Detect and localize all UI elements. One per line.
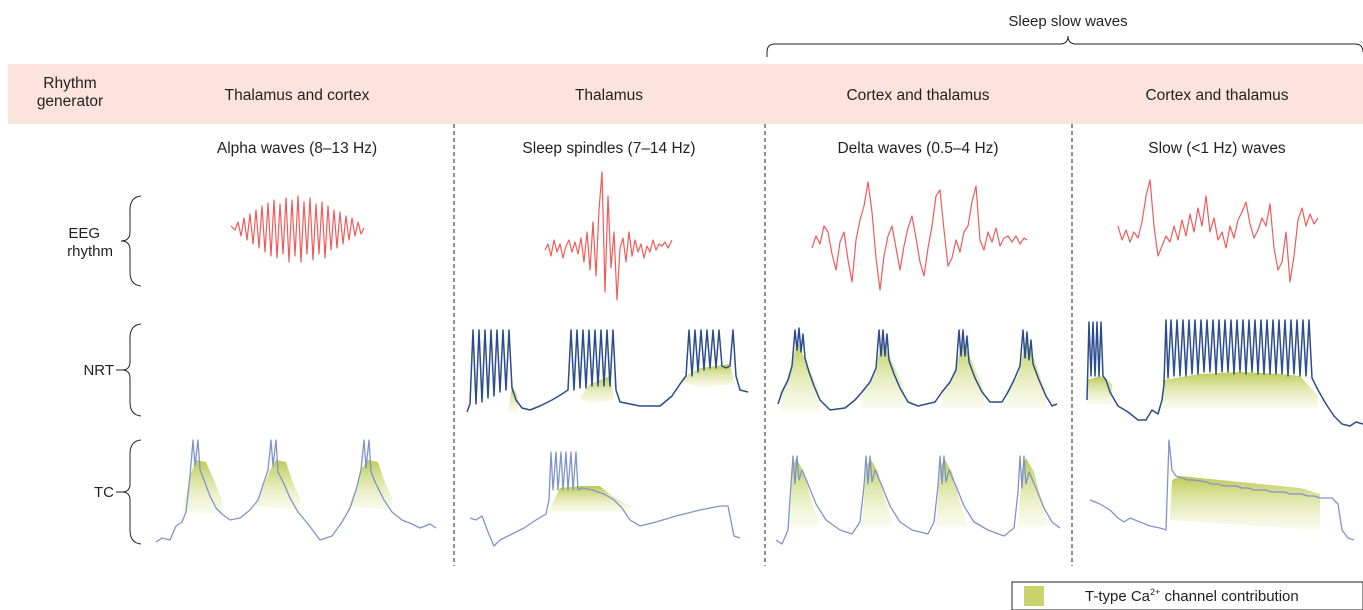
generator-column-3: Cortex and thalamus [846, 87, 989, 104]
row-label-eeg-line2: rhythm [67, 243, 113, 260]
generator-column-4: Cortex and thalamus [1145, 87, 1288, 104]
rhythm-generator-label-line2: generator [37, 93, 103, 110]
tc-trace-spindles [469, 451, 741, 547]
eeg-trace-alpha [230, 195, 365, 263]
legend-swatch [1024, 586, 1044, 606]
sleep-slow-waves-label: Sleep slow waves [1008, 13, 1127, 30]
rhythm-title-spindles: Sleep spindles (7–14 Hz) [522, 140, 695, 157]
rhythm-generator-label: Rhythm [43, 75, 96, 92]
rhythm-generator-header-band [8, 64, 1363, 124]
generator-column-1: Thalamus and cortex [225, 87, 370, 104]
tc-trace-alpha [155, 439, 437, 543]
nrt-trace-delta [777, 327, 1058, 412]
sleep-slow-waves-bracket [766, 35, 1363, 57]
legend-label: T-type Ca2+ channel contribution [1085, 587, 1299, 605]
rhythm-title-delta: Delta waves (0.5–4 Hz) [837, 140, 998, 157]
nrt-trace-slow [1086, 319, 1363, 427]
tc-trace-slow [1089, 439, 1355, 541]
generator-column-2: Thalamus [575, 87, 643, 104]
legend-box [1011, 581, 1363, 610]
nrt-row-brace [121, 323, 142, 417]
rhythm-title-slow: Slow (<1 Hz) waves [1148, 140, 1286, 157]
eeg-trace-spindles [544, 171, 673, 301]
nrt-trace-spindles [466, 329, 749, 413]
row-label-nrt: NRT [83, 362, 114, 379]
eeg-trace-slow [1117, 179, 1319, 283]
tc-row-brace [121, 439, 142, 545]
eeg-row-brace [120, 195, 142, 287]
eeg-trace-delta [811, 181, 1028, 291]
rhythm-title-alpha: Alpha waves (8–13 Hz) [217, 140, 377, 157]
row-label-eeg: EEG [68, 225, 100, 242]
tc-trace-delta [775, 455, 1061, 545]
row-label-tc: TC [94, 484, 114, 501]
